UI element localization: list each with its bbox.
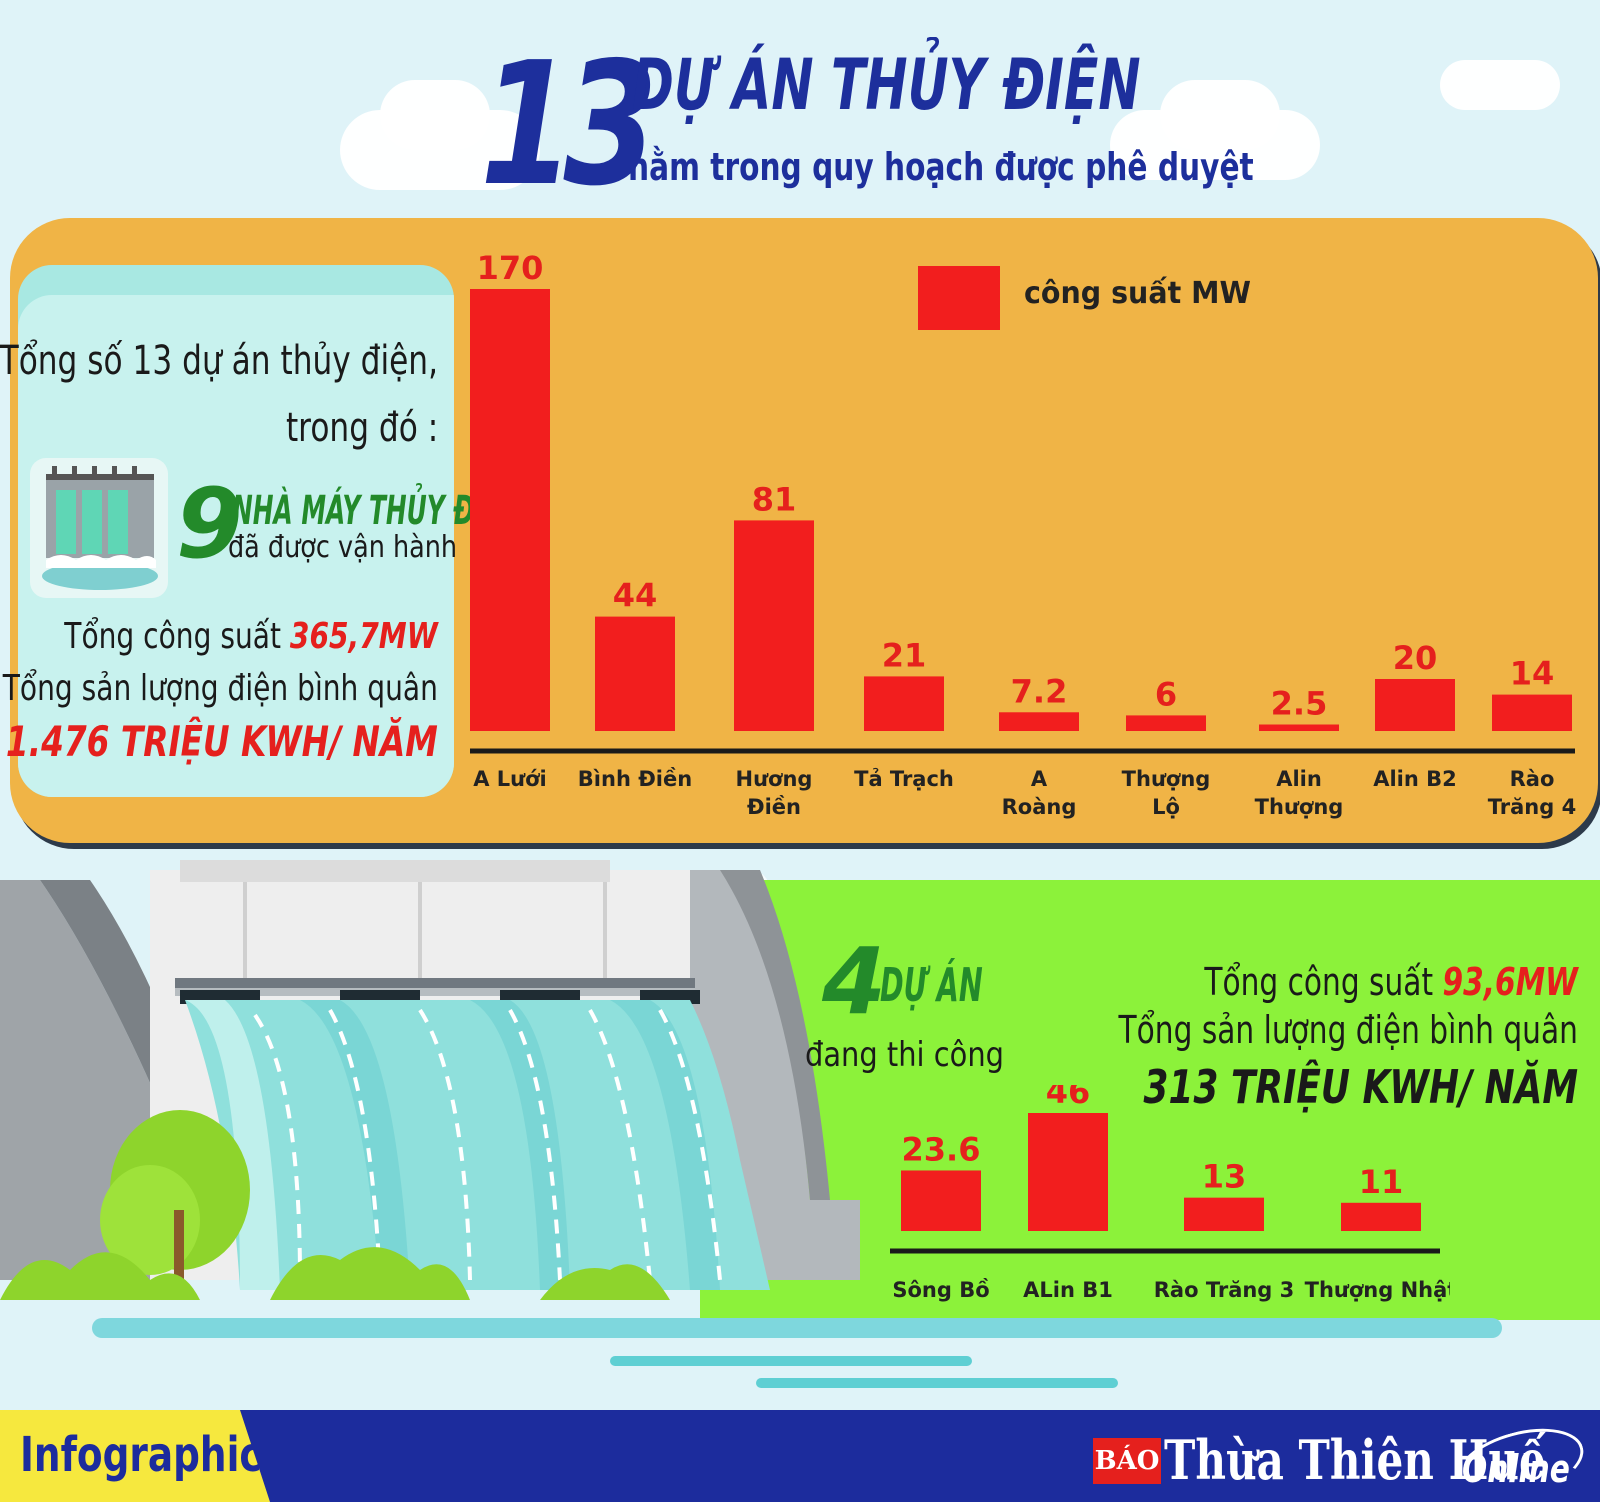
brand-name: Thừa Thiên Huế <box>1164 1428 1546 1492</box>
bar <box>1259 724 1339 731</box>
category-label: A <box>1031 767 1048 791</box>
construction-capacity: Tổng công suất 93,6MW <box>1205 960 1578 1004</box>
cloud <box>1440 60 1560 110</box>
water-line <box>92 1318 1502 1338</box>
operating-count: 9 <box>176 468 243 580</box>
footer-tag-bg <box>0 1410 270 1502</box>
legend-label: công suất MW <box>1024 276 1251 311</box>
bar-value-label: 81 <box>752 480 797 518</box>
headline-subtitle: nằm trong quy hoạch được phê duyệt <box>628 145 1254 189</box>
operating-sub: đã được vận hành <box>228 530 458 565</box>
category-label: Sông Bồ <box>892 1278 989 1302</box>
cloud <box>380 80 490 150</box>
category-label: Thượng <box>1122 767 1211 791</box>
summary-line1: Tổng số 13 dự án thủy điện, <box>0 338 438 384</box>
bar-value-label: 7.2 <box>1011 672 1068 710</box>
bar <box>1126 715 1206 731</box>
construction-projects-chart: 23.6 Sông Bồ 46 ALin B1 13 Rào Trăng 3 11 Thượn… <box>890 1085 1450 1302</box>
legend-swatch <box>918 266 1000 330</box>
cloud <box>1160 80 1280 150</box>
bar <box>864 676 944 731</box>
construction-output-value: 313 TRIỆU KWH/ NĂM <box>1143 1060 1578 1114</box>
bar <box>901 1170 981 1231</box>
operating-output-value: 1.476 TRIỆU KWH/ NĂM <box>6 717 438 766</box>
summary-line2: trong đó : <box>285 405 438 451</box>
category-label: Điền <box>747 795 801 819</box>
construction-count: 4 <box>822 928 887 1035</box>
category-label: Trăng 4 <box>1488 795 1576 819</box>
category-label: Bình Điền <box>578 767 692 791</box>
category-label: Tả Trạch <box>854 767 954 791</box>
bar <box>1492 694 1572 731</box>
operating-capacity-label: Tổng công suất <box>64 616 282 657</box>
bar-value-label: 170 <box>477 249 544 287</box>
headline-number: 13 <box>480 26 658 224</box>
construction-capacity-label: Tổng công suất <box>1204 960 1434 1004</box>
category-label: Rào <box>1510 767 1555 791</box>
bar <box>1028 1113 1108 1231</box>
bar-value-label: 20 <box>1393 639 1438 677</box>
bar-value-label: 21 <box>882 636 927 674</box>
category-label: Roàng <box>1002 795 1077 819</box>
category-label: Rào Trăng 3 <box>1154 1278 1295 1302</box>
brand-online: Online <box>1462 1447 1570 1491</box>
bar <box>734 520 814 731</box>
footer-tag: Infographic <box>20 1427 262 1483</box>
category-label: Hương <box>736 767 813 791</box>
bar-value-label: 14 <box>1510 655 1555 693</box>
bar-value-label: 23.6 <box>902 1130 981 1168</box>
brand-bao-label: BÁO <box>1093 1438 1161 1484</box>
construction-capacity-value: 93,6MW <box>1442 960 1578 1004</box>
water-line <box>610 1356 972 1366</box>
dam-illustration <box>0 860 860 1300</box>
category-label: ALin B1 <box>1023 1278 1113 1302</box>
construction-sub: đang thi công <box>805 1035 1005 1075</box>
bar <box>1184 1197 1264 1231</box>
operating-capacity-value: 365,7MW <box>290 616 438 657</box>
bar-value-label: 44 <box>613 577 658 615</box>
category-label: Alin <box>1276 767 1322 791</box>
construction-output-label: Tổng sản lượng điện bình quân <box>1118 1008 1578 1052</box>
operating-plants-chart: 170 A Lưới 44 Bình Điền 81 Hương Điền 21 Tả Trạc… <box>470 249 1576 819</box>
bar <box>470 289 550 731</box>
water-line <box>756 1378 1118 1388</box>
category-label: Thượng Nhật <box>1305 1278 1450 1302</box>
bar-value-label: 6 <box>1155 675 1177 713</box>
category-label: Alin B2 <box>1373 767 1457 791</box>
bar-value-label: 46 <box>1046 1085 1091 1111</box>
category-label: Thượng <box>1255 795 1344 819</box>
operating-output-label: Tổng sản lượng điện bình quân <box>2 668 438 709</box>
footer-bar <box>0 1410 1600 1502</box>
bar <box>999 712 1079 731</box>
bar-value-label: 13 <box>1202 1158 1247 1196</box>
bar <box>1375 679 1455 731</box>
construction-label: DỰ ÁN <box>880 958 983 1012</box>
operating-capacity: Tổng công suất 365,7MW <box>65 616 438 657</box>
bar-value-label: 11 <box>1359 1163 1404 1201</box>
dam-icon <box>42 466 158 590</box>
bar <box>1341 1202 1421 1231</box>
category-label: A Lưới <box>473 767 547 791</box>
bar <box>595 616 675 731</box>
category-label: Lộ <box>1152 795 1180 819</box>
headline-title: DỰ ÁN THỦY ĐIỆN <box>632 44 1141 126</box>
bar-value-label: 2.5 <box>1271 685 1328 723</box>
